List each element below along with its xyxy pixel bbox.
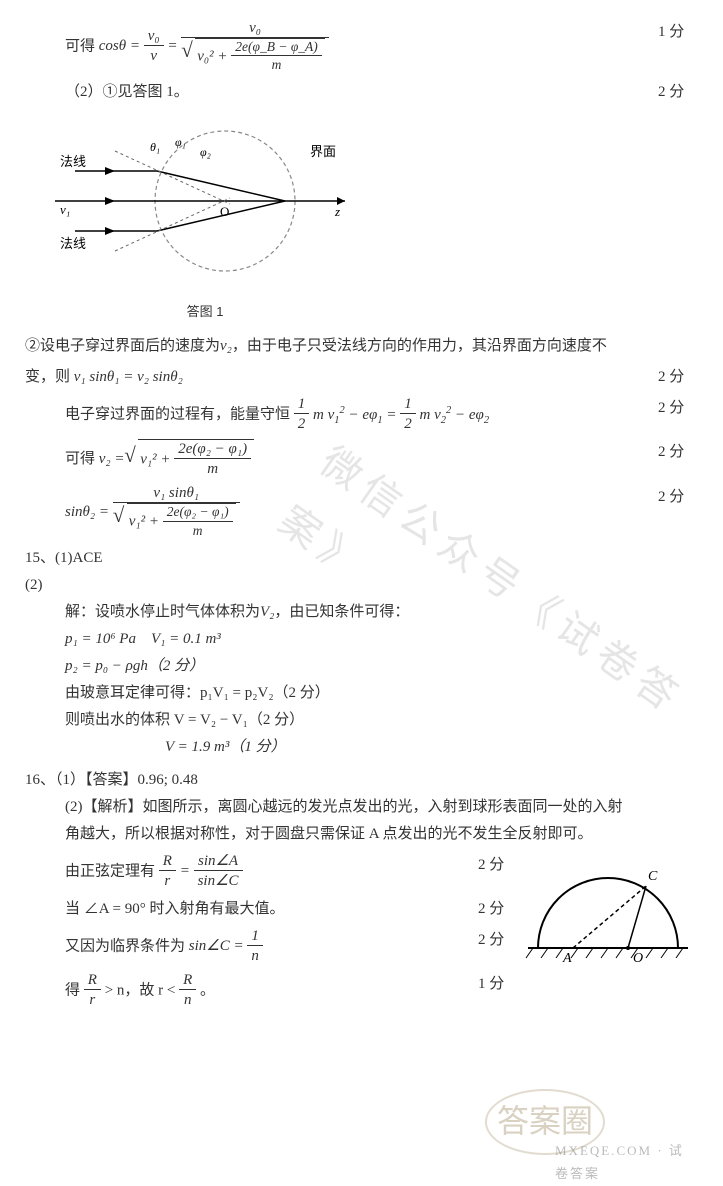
equation-cos-theta: 可得 cosθ = v₀ v = v₀ v₀² + 2e(φ_B − φ_A): [25, 19, 698, 75]
svg-text:A: A: [562, 951, 572, 966]
q15-sub: (2): [25, 572, 698, 599]
svg-text:O: O: [220, 204, 229, 219]
para-electron-speed: ②设电子穿过界面后的速度为v₂，由于电子只受法线方向的作用力，其沿界面方向速度不: [25, 333, 698, 360]
line-see-figure: （2）①见答图 1。 2 分: [25, 79, 698, 106]
q16-head: 16、（1）【答案】0.96; 0.48: [25, 767, 698, 794]
svg-text:法线: 法线: [60, 236, 86, 251]
q16-p1: (2)【解析】如图所示，离圆心越远的发光点发出的光，入射到球形表面同一处的入射: [25, 794, 698, 821]
svg-text:界面: 界面: [310, 144, 336, 159]
figure-1-caption: 答图 1: [55, 300, 355, 323]
svg-text:C: C: [648, 869, 658, 884]
page: 微信公众号《试卷答案》 答案圈 MXEQE.COM · 试卷答案 可得 cosθ…: [25, 19, 698, 1015]
figure-2: C O A: [518, 848, 698, 988]
figure-1-svg: 法线 法线 v₁ θ₁ φ₁ φ₂ 界面 O z: [55, 116, 355, 286]
equation-sin-equal: 变，则 v₁ sinθ₁ = v₂ sinθ₂ 2 分: [25, 364, 698, 391]
score: 2 分: [648, 395, 698, 422]
watermark-stamp: 答案圈: [485, 1089, 605, 1155]
q16-row4: 得 R r > n，故 r < R n 。: [25, 971, 518, 1011]
equation-sin-theta2: sinθ₂ = v₁ sinθ₁ v₁² + 2e(φ₂ − φ₁) m: [25, 484, 698, 540]
score: 2 分: [648, 79, 698, 106]
score: 1 分: [648, 19, 698, 46]
q16-row1: 由正弦定理有 R r = sin∠A sin∠C 2 分: [25, 852, 518, 892]
svg-text:O: O: [633, 951, 643, 966]
q15-line1: 解：设喷水停止时气体体积为V₂，由已知条件可得：: [25, 599, 698, 626]
q15-head: 15、(1)ACE: [25, 545, 698, 572]
watermark-footer: MXEQE.COM · 试卷答案: [555, 1139, 698, 1186]
equation-energy: 电子穿过界面的过程有，能量守恒 12 m v12 − eφ1 = 12 m v2…: [25, 395, 698, 435]
score: 2 分: [468, 927, 518, 954]
score: 2 分: [468, 896, 518, 923]
svg-text:φ₁: φ₁: [175, 135, 186, 149]
q15-line2: p₁ = 10⁶ Pa V₁ = 0.1 m³: [25, 626, 698, 653]
score: 2 分: [648, 439, 698, 466]
q16-row3: 又因为临界条件为 sin∠C = 1 n 2 分: [25, 927, 518, 967]
svg-text:z: z: [334, 204, 340, 219]
svg-text:φ₂: φ₂: [200, 145, 211, 159]
q15-line6: V = 1.9 m³（1 分）: [25, 734, 698, 761]
q15-line4: 由玻意耳定律可得：p₁V₁ = p₂V₂（2 分）: [25, 680, 698, 707]
score: 1 分: [468, 971, 518, 998]
svg-text:v₁: v₁: [60, 202, 70, 217]
score: 2 分: [468, 852, 518, 879]
figure-1: 法线 法线 v₁ θ₁ φ₁ φ₂ 界面 O z 答图 1: [55, 116, 698, 323]
figure-2-svg: C O A: [518, 848, 698, 978]
score: 2 分: [648, 484, 698, 511]
q15-line5: 则喷出水的体积 V = V₂ − V₁（2 分）: [25, 707, 698, 734]
q16-row2: 当 ∠A = 90° 时入射角有最大值。 2 分: [25, 896, 518, 923]
equation-v2: 可得 v₂ = v₁² + 2e(φ₂ − φ₁) m 2 分: [25, 439, 698, 480]
svg-text:θ₁: θ₁: [150, 140, 160, 154]
q16-p2: 角越大，所以根据对称性，对于圆盘只需保证 A 点发出的光不发生全反射即可。: [25, 821, 698, 848]
text-prefix: 可得: [65, 38, 95, 54]
q15-line3: p₂ = p₀ − ρgh（2 分）: [25, 653, 698, 680]
svg-text:法线: 法线: [60, 154, 86, 169]
score: 2 分: [648, 364, 698, 391]
